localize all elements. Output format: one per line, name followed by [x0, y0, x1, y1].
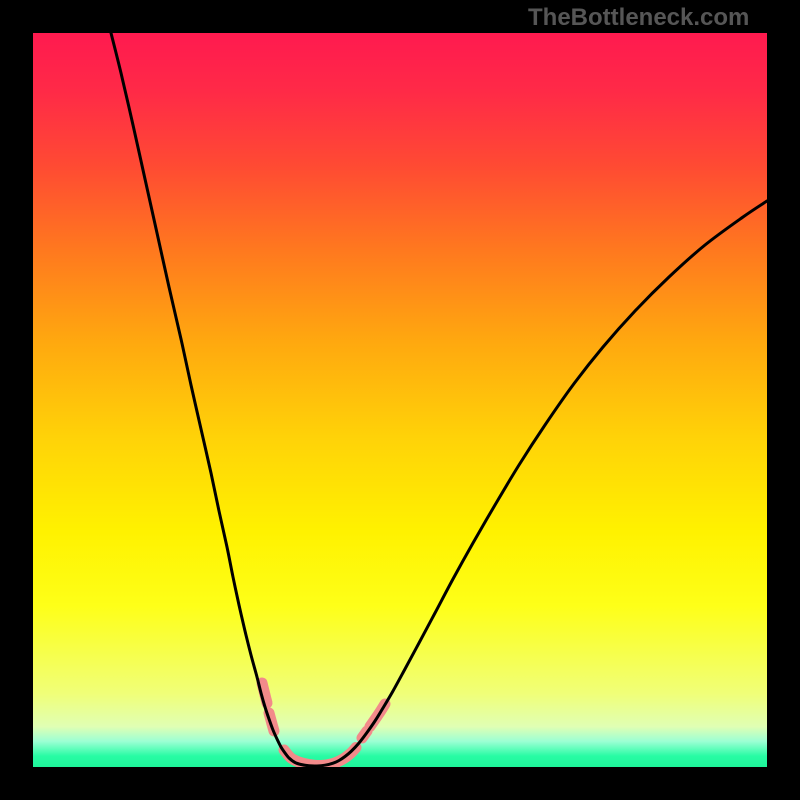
main-curve	[111, 33, 767, 766]
chart-svg	[33, 33, 767, 767]
plot-area	[33, 33, 767, 767]
watermark-text: TheBottleneck.com	[528, 4, 749, 32]
